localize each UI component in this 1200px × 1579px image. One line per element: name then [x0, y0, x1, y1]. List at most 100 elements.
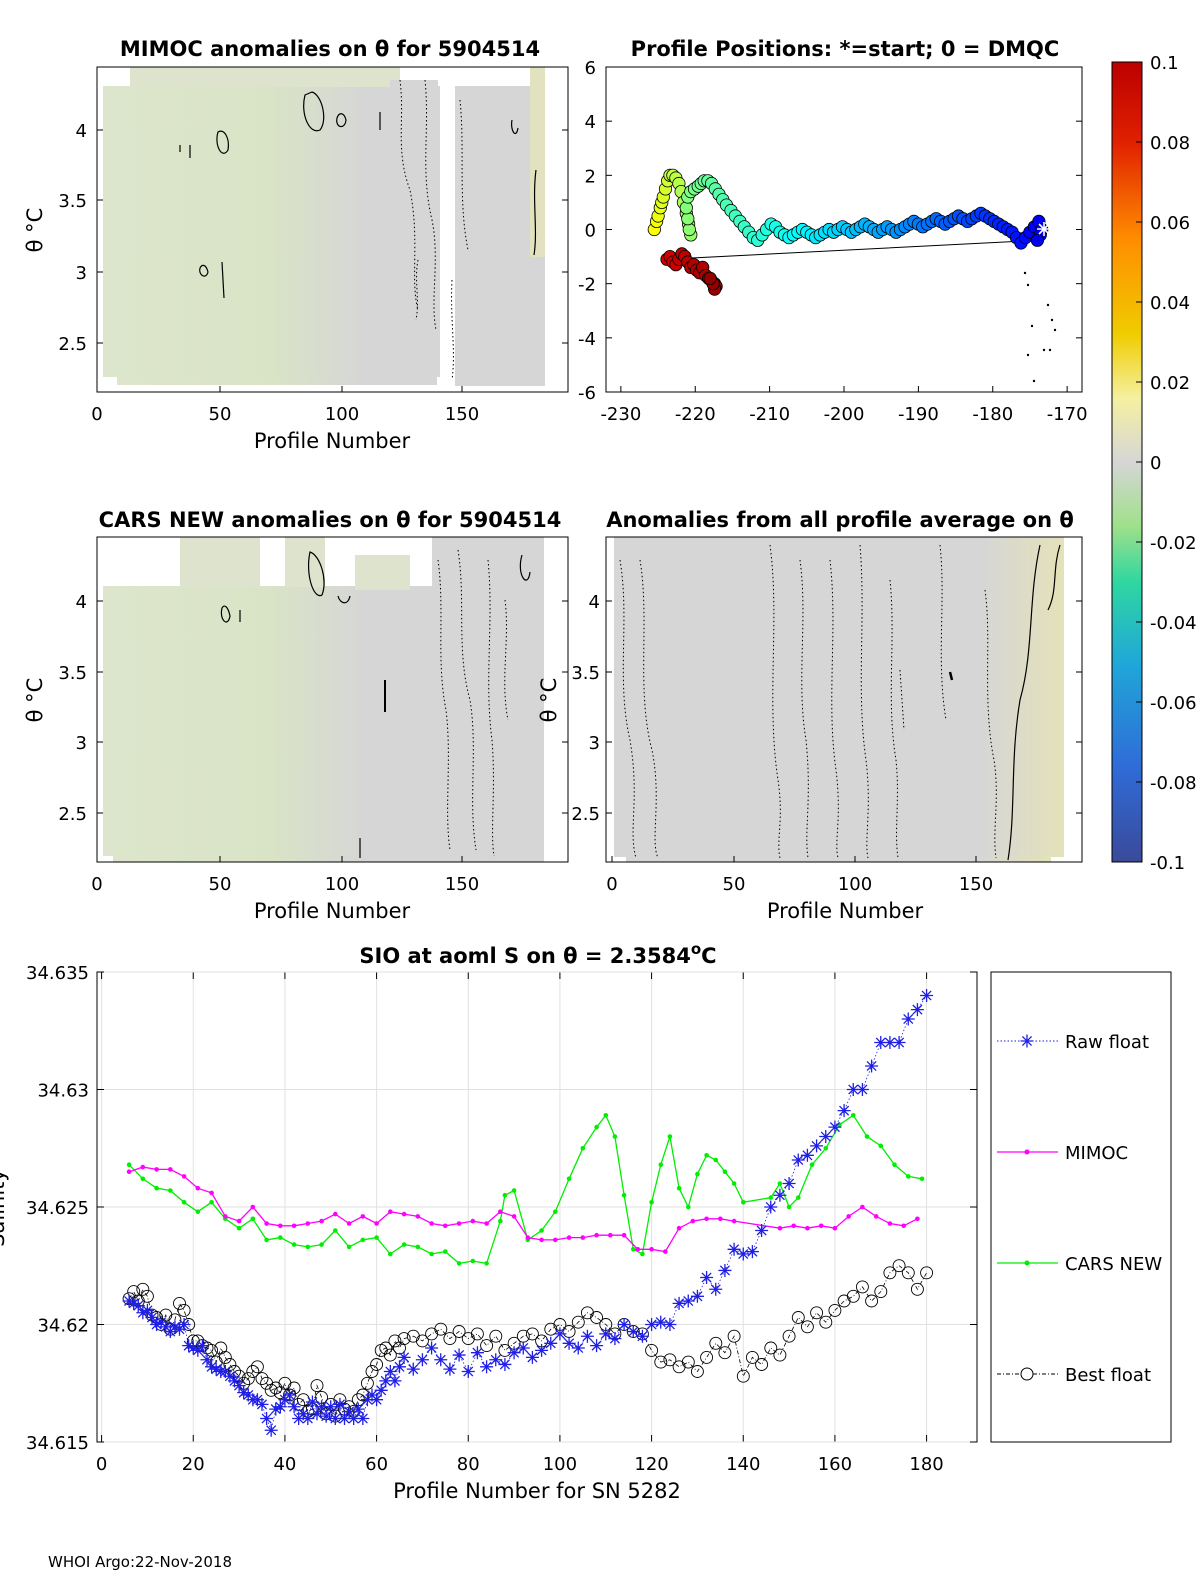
mimoc-point	[250, 1204, 256, 1210]
best-float-point	[525, 1327, 539, 1341]
cars-xtick: 100	[325, 874, 359, 895]
raw-float-point	[379, 1374, 393, 1388]
best-float-point	[136, 1282, 150, 1296]
best-float-point	[892, 1259, 906, 1273]
mimoc-point	[718, 1216, 723, 1222]
legend-item: CARS NEW	[997, 1254, 1162, 1275]
raw-float-point	[292, 1412, 306, 1425]
raw-float-point	[131, 1299, 145, 1313]
colorbar-label: 0.1	[1150, 53, 1179, 74]
raw-float-point	[452, 1348, 466, 1362]
raw-float-point	[516, 1341, 530, 1355]
cars-point	[236, 1225, 242, 1231]
raw-float-point	[425, 1341, 439, 1355]
raw-float-point	[507, 1346, 521, 1360]
mimoc-point	[690, 1218, 696, 1224]
raw-float-point	[580, 1329, 594, 1343]
raw-float-point	[736, 1247, 750, 1261]
best-float-point	[173, 1296, 186, 1310]
cars-point	[539, 1228, 544, 1233]
legend-raw-marker	[1020, 1034, 1034, 1048]
mimoc-ytick: 2.5	[58, 334, 87, 355]
raw-float-point	[370, 1393, 384, 1407]
legend-label: MIMOC	[1065, 1143, 1128, 1164]
raw-float-point	[782, 1177, 796, 1190]
cars-xtick: 0	[91, 874, 102, 895]
raw-float-point	[319, 1409, 333, 1423]
best-float-point	[718, 1346, 732, 1360]
cars-point	[704, 1153, 709, 1158]
mimoc-point	[915, 1216, 920, 1222]
best-float-point	[791, 1311, 805, 1324]
cars-point	[360, 1237, 366, 1243]
cars-point	[305, 1244, 311, 1250]
cars-ytick: 2.5	[58, 804, 87, 825]
raw-float-point	[122, 1294, 136, 1308]
raw-float-point	[195, 1339, 209, 1353]
best-float-point	[846, 1289, 860, 1303]
raw-float-point	[296, 1407, 310, 1421]
mimoc-point	[539, 1237, 544, 1243]
raw-float-point	[360, 1393, 374, 1407]
raw-float-point	[489, 1353, 503, 1367]
mimoc-point	[223, 1214, 228, 1219]
positions-ytick-label: 0	[585, 221, 596, 242]
positions-xtick-label: -190	[898, 404, 939, 425]
cars-point	[667, 1134, 673, 1139]
raw-float-point	[383, 1365, 397, 1378]
mimoc-line	[128, 1166, 918, 1253]
colorbar-label: -0.1	[1150, 853, 1185, 874]
cars-point	[319, 1242, 324, 1247]
salinity-title-main: SIO at aoml S on θ = 2.3584	[359, 944, 690, 968]
salinity-title: SIO at aoml S on θ = 2.3584oC	[359, 940, 716, 968]
mimoc-point	[887, 1221, 893, 1226]
best-float-point	[370, 1358, 384, 1371]
mimoc-xlabel: Profile Number	[254, 429, 411, 453]
raw-float-point	[140, 1303, 154, 1317]
raw-float-point	[535, 1343, 549, 1357]
salinity-ytick-label: 34.615	[26, 1433, 89, 1454]
mimoc-point	[704, 1216, 709, 1222]
best-float-point	[255, 1372, 269, 1386]
raw-float-point	[177, 1318, 191, 1331]
raw-float-point	[278, 1393, 292, 1407]
best-float-point	[709, 1336, 723, 1350]
salinity-tick-labels: 0 20 40 60 80 100 120 140 160 180 34.615 34.62 34.62…	[26, 963, 944, 1475]
best-float-point	[470, 1327, 484, 1341]
raw-float-point	[470, 1346, 484, 1360]
mimoc-point	[360, 1214, 366, 1219]
allavg-axes-box	[605, 536, 1083, 863]
footer-stamp: WHOI Argo:22-Nov-2018	[48, 1553, 232, 1571]
cars-point	[722, 1169, 728, 1174]
raw-float-point	[200, 1353, 214, 1367]
mimoc-point	[608, 1232, 613, 1238]
raw-float-point	[709, 1282, 723, 1296]
raw-float-point	[800, 1148, 814, 1162]
cars-ytick: 3	[76, 733, 87, 754]
mimoc-point	[484, 1221, 489, 1226]
raw-float-point	[865, 1059, 879, 1073]
position-marker	[679, 201, 693, 215]
raw-float-point	[855, 1083, 869, 1096]
positions-xtick-label: -220	[675, 404, 716, 425]
legend-best-marker	[1020, 1367, 1034, 1381]
allavg-ylabel: θ °C	[537, 678, 561, 723]
cars-point	[864, 1134, 870, 1139]
best-float-point	[388, 1334, 402, 1348]
raw-float-point	[635, 1329, 649, 1343]
cars-contours	[220, 551, 531, 858]
best-float-point	[810, 1306, 824, 1320]
raw-float-point	[406, 1362, 420, 1376]
best-float-point	[590, 1311, 604, 1324]
mimoc-field	[103, 67, 545, 386]
mimoc-point	[649, 1247, 654, 1252]
best-float-point	[920, 1266, 934, 1280]
raw-float-point	[434, 1353, 448, 1367]
mimoc-point	[278, 1223, 283, 1229]
colorbar: 0.1 0.08 0.06 0.04 0.02 0 -0.02 -0.04 -0.06 -0.08…	[1111, 53, 1197, 874]
mimoc-series	[126, 1164, 920, 1254]
allavg-anomaly-panel: Anomalies from all profile average on θ	[537, 508, 1083, 923]
raw-float-point	[191, 1343, 205, 1357]
cars-point	[631, 1247, 636, 1252]
